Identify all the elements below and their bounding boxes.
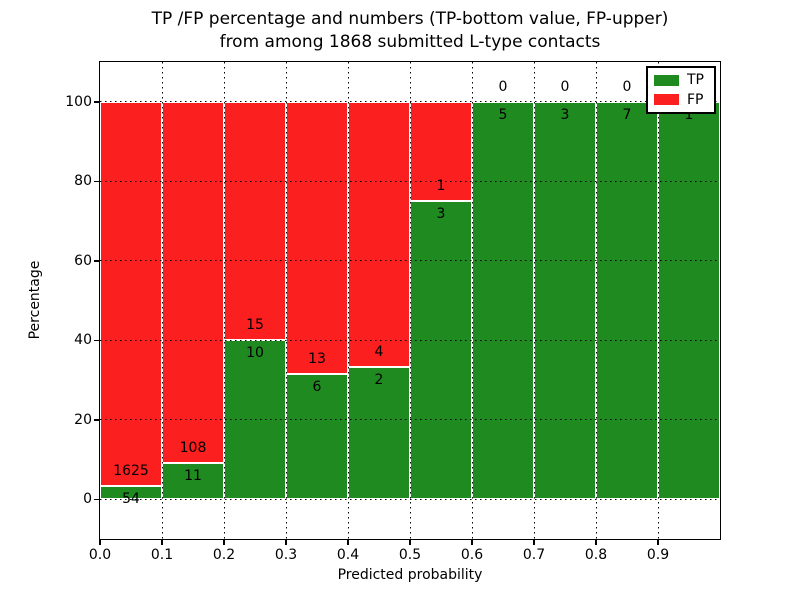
bar-segment-fp [410,101,472,202]
bar-count-label-fp: 15 [246,317,264,334]
bar-segment-tp [410,201,472,500]
gridline-vertical [285,62,287,539]
legend: TP FP [646,66,716,114]
bar-segment-tp [348,366,410,500]
bar-segment-tp [286,373,348,500]
x-tick-label: 0.2 [212,547,236,563]
x-tick-label: 0.1 [150,547,174,563]
bar-count-label-fp: 0 [560,78,570,95]
bar-count-label-fp: 0 [622,78,632,95]
gridline-vertical [223,62,225,539]
axis-tick-x [471,539,473,545]
axis-tick-y [94,498,100,500]
x-tick-label: 0.6 [460,547,484,563]
legend-item: FP [654,91,708,109]
bar-count-label-fp: 13 [308,350,326,367]
gridline-vertical [533,62,535,539]
legend-swatch-fp-icon [654,94,679,106]
bar-count-label-fp: 1 [436,178,446,195]
bar-count-label-fp: 4 [374,343,384,360]
bar-count-label-tp: 2 [374,371,384,388]
gridline-vertical [347,62,349,539]
x-tick-label: 0.3 [274,547,298,563]
axis-tick-x [223,539,225,545]
x-tick-label: 0.9 [646,547,670,563]
bar-count-label-tp: 3 [560,106,570,123]
bar-count-label-fp: 1625 [113,463,149,480]
x-tick-label: 0.7 [522,547,546,563]
gridline-vertical [409,62,411,539]
bar-count-label-fp: 108 [179,439,207,456]
bar-count-label-tp: 1 [684,106,694,123]
gridline-horizontal [100,101,720,103]
axis-tick-y [94,419,100,421]
x-axis-label: Predicted probability [337,567,483,583]
x-tick-label: 0.8 [584,547,608,563]
axis-tick-x [533,539,535,545]
bar-segment-fp [286,101,348,374]
axis-tick-x [161,539,163,545]
gridline-vertical [657,62,659,539]
plot-area: 162554108111510136421305030701 [100,62,720,539]
bar-segment-fp [162,101,224,463]
bar-count-label-tp: 54 [122,491,140,508]
title-line-2: from among 1868 submitted L-type contact… [219,32,601,52]
legend-swatch-tp-icon [654,74,679,86]
axis-tick-y [94,339,100,341]
gridline-horizontal [100,419,720,421]
gridline-horizontal [100,260,720,262]
bar-count-label-fp: 0 [498,78,508,95]
bar-segment-fp [224,101,286,341]
title-line-1: TP /FP percentage and numbers (TP-bottom… [151,9,669,29]
bar-segment-tp [596,101,658,500]
x-tick-label: 0.4 [336,547,360,563]
axis-tick-x [99,539,101,545]
chart-title: TP /FP percentage and numbers (TP-bottom… [100,8,720,54]
axis-tick-x [347,539,349,545]
bar-count-label-tp: 5 [498,106,508,123]
bar-count-label-tp: 11 [184,467,202,484]
bar-count-label-tp: 6 [312,378,322,395]
y-tick-label: 80 [74,173,92,190]
legend-label: FP [687,91,704,108]
y-tick-label: 60 [74,252,92,269]
bar-segment-tp [472,101,534,500]
bar-count-label-tp: 10 [246,345,264,362]
bar-count-label-tp: 3 [436,206,446,223]
x-tick-label: 0.0 [88,547,112,563]
gridline-vertical [595,62,597,539]
axis-tick-x [409,539,411,545]
bar-count-label-tp: 7 [622,106,632,123]
bar-segment-tp [162,462,224,500]
bar-segment-tp [658,101,720,500]
gridline-horizontal [100,339,720,341]
x-tick-label: 0.5 [398,547,422,563]
axis-tick-x [657,539,659,545]
y-axis-label: Percentage [27,260,43,340]
y-tick-label: 40 [74,332,92,349]
gridline-vertical [161,62,163,539]
axis-tick-x [285,539,287,545]
y-tick-label: 20 [74,411,92,428]
legend-label: TP [687,72,704,89]
gridline-vertical [471,62,473,539]
legend-item: TP [654,71,708,89]
bar-segment-fp [100,101,162,487]
axis-tick-x [595,539,597,545]
axis-tick-y [94,180,100,182]
axis-tick-y [94,260,100,262]
gridline-horizontal [100,498,720,500]
bar-segment-tp [534,101,596,500]
y-tick-label: 100 [65,93,92,110]
gridline-horizontal [100,180,720,182]
y-tick-label: 0 [83,491,92,508]
axis-tick-y [94,101,100,103]
bar-segment-fp [348,101,410,367]
